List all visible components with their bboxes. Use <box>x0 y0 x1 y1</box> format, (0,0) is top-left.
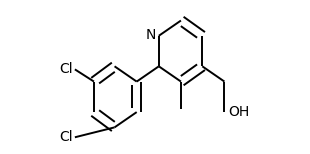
Text: Cl: Cl <box>60 130 73 144</box>
Text: Cl: Cl <box>60 62 73 76</box>
Text: N: N <box>146 28 156 42</box>
Text: OH: OH <box>228 105 250 119</box>
